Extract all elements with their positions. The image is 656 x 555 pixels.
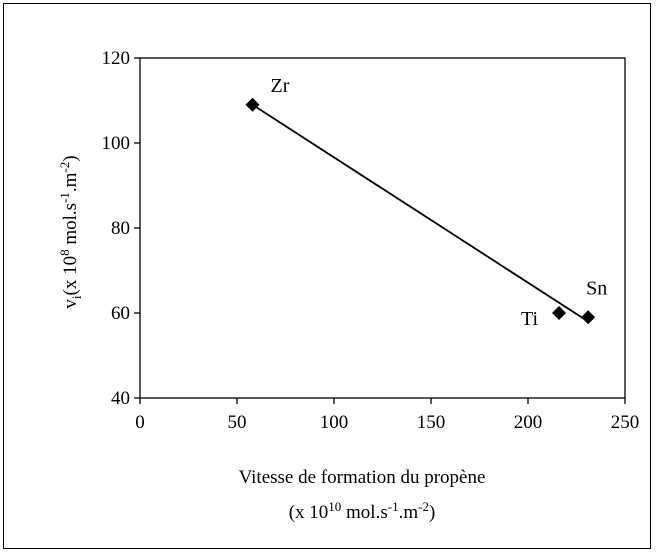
point-label: Sn: [586, 277, 607, 299]
y-axis-title-suffix: ): [60, 155, 81, 161]
data-point: [245, 97, 260, 112]
chart-frame: 40 60 80 100 120 0 50 100 150 200 250 Zr Ti Sn vi(x …: [3, 3, 651, 549]
y-tick-label: 60: [111, 303, 130, 324]
x-tick-label: 150: [417, 412, 446, 433]
x-tick-label: 100: [320, 412, 349, 433]
x-axis-title-exp3: -2: [418, 499, 429, 514]
x-axis-title-line2: (x 1010 mol.s-1.m-2): [289, 499, 436, 523]
x-tick-label: 0: [135, 412, 145, 433]
point-label: Ti: [521, 308, 539, 330]
plot-area: [134, 57, 626, 404]
y-tick-label: 40: [111, 388, 130, 409]
y-axis-title-v: v: [60, 299, 81, 309]
y-axis-title-mid2: .m: [60, 172, 81, 192]
y-tick-label: 120: [102, 48, 131, 69]
x-axis-title-prefix: (x 10: [289, 502, 329, 523]
x-axis-title-mid: mol.s: [341, 502, 387, 523]
data-marks: [245, 97, 596, 325]
x-axis-title-exp2: -1: [388, 499, 399, 514]
y-axis-title: vi(x 108 mol.s-1.m-2): [57, 155, 84, 308]
plot-border: [139, 57, 626, 399]
point-labels: Zr Ti Sn: [271, 75, 608, 330]
y-tick-label: 100: [102, 133, 131, 154]
data-point: [581, 310, 596, 325]
y-axis-title-exp1: 8: [57, 249, 72, 256]
x-tick-label: 50: [228, 412, 247, 433]
y-axis-title-exp3: -2: [57, 162, 72, 173]
point-label: Zr: [271, 75, 290, 97]
tick-labels: 40 60 80 100 120 0 50 100 150 200 250: [102, 48, 640, 433]
data-point: [552, 306, 567, 320]
x-tick-label: 200: [514, 412, 543, 433]
y-axis-title-prefix: (x 10: [60, 256, 81, 296]
x-axis-title-suffix: ): [429, 502, 435, 523]
x-tick-label: 250: [611, 412, 640, 433]
y-axis-title-sub: i: [69, 295, 84, 299]
y-axis-title-mid: mol.s: [60, 203, 81, 249]
y-tick-label: 80: [111, 218, 130, 239]
y-axis-title-exp2: -1: [57, 192, 72, 203]
x-axis-title-line1: Vitesse de formation du propène: [239, 467, 486, 488]
trendline: [252, 103, 589, 323]
x-axis-title-exp1: 10: [328, 499, 341, 514]
x-axis-title-mid2: .m: [399, 502, 419, 523]
